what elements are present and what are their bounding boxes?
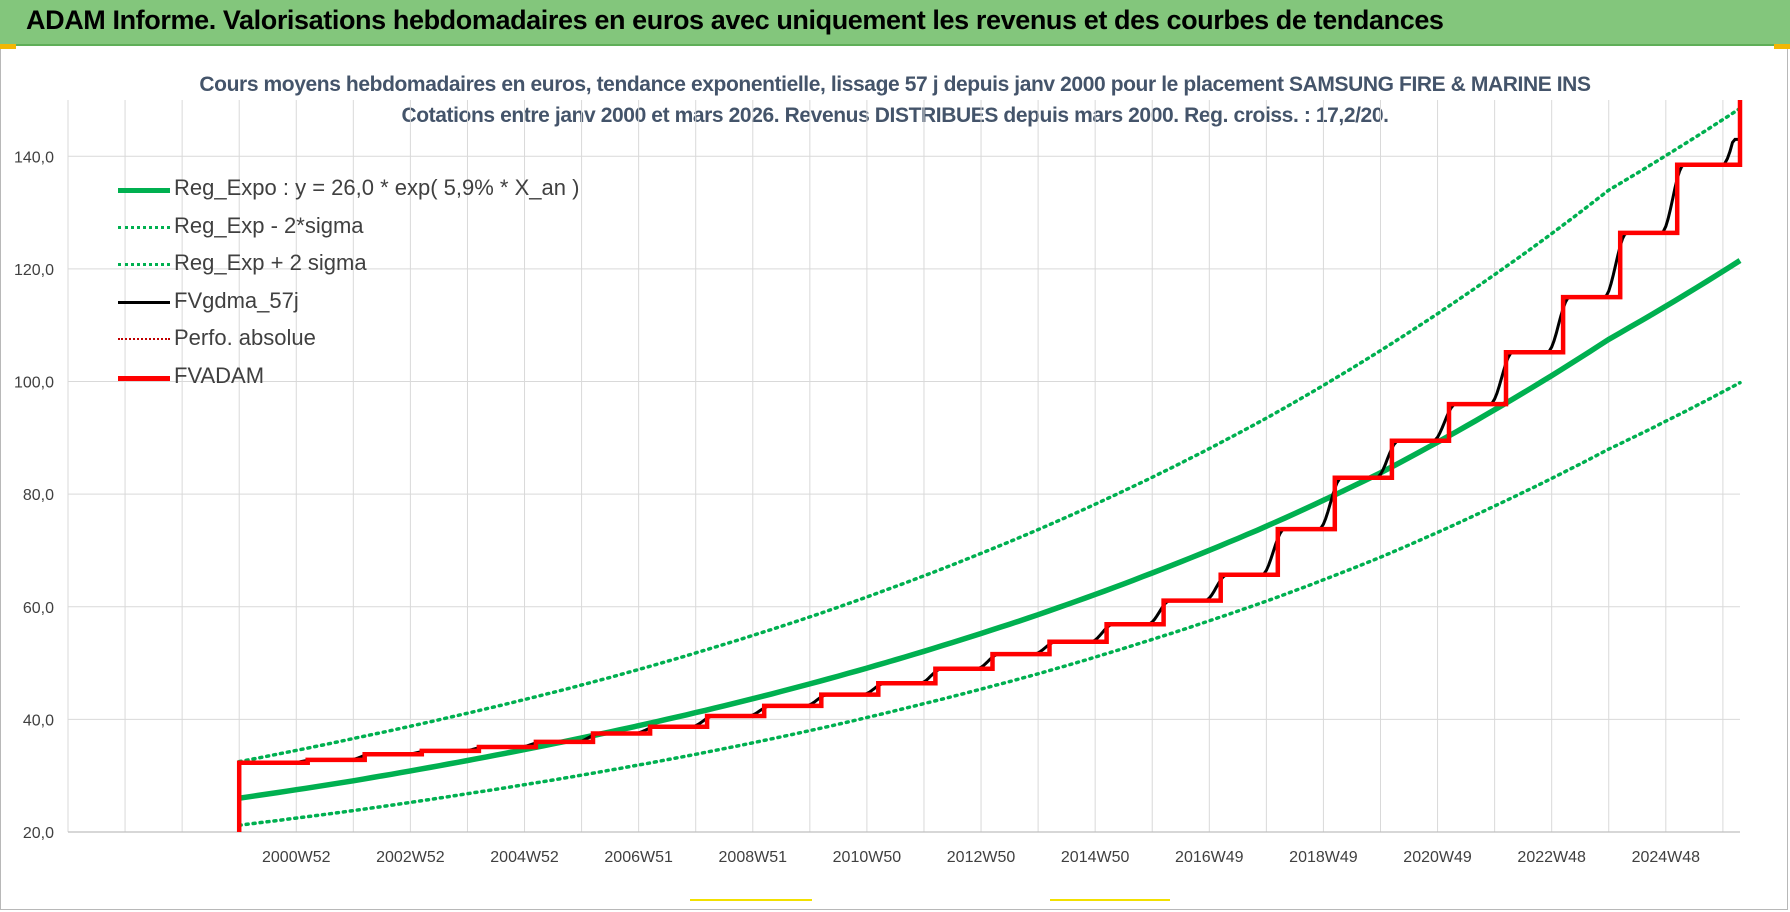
corner-accent-right <box>1774 44 1790 49</box>
legend-item-reg-exp-plus: Reg_Exp + 2 sigma <box>118 247 578 285</box>
x-tick-label: 2000W52 <box>262 849 331 866</box>
report-banner: ADAM Informe. Valorisations hebdomadaire… <box>0 0 1790 46</box>
series-reg-expo <box>238 258 1742 801</box>
legend-item-fvadam: FVADAM <box>118 360 578 398</box>
y-tick-label: 120,0 <box>14 262 54 279</box>
y-tick-label: 60,0 <box>23 600 54 617</box>
corner-accent-left <box>0 44 16 49</box>
x-tick-label: 2012W50 <box>947 849 1016 866</box>
x-tick-label: 2008W51 <box>719 849 788 866</box>
chart-title-line1: Cours moyens hebdomadaires en euros, ten… <box>199 73 1591 96</box>
tick-labels: 20,0 40,0 60,0 80,0 100,0 120,0 140,0 2000W52 20… <box>14 149 1700 866</box>
y-tick-label: 20,0 <box>23 825 54 842</box>
y-tick-label: 100,0 <box>14 375 54 392</box>
legend-swatch-solid-red <box>118 375 170 381</box>
x-tick-label: 2024W48 <box>1632 849 1701 866</box>
x-tick-label: 2018W49 <box>1289 849 1358 866</box>
x-tick-label: 2004W52 <box>490 849 559 866</box>
y-tick-label: 40,0 <box>23 712 54 729</box>
x-tick-label: 2006W51 <box>604 849 673 866</box>
bottom-accent <box>690 899 812 901</box>
legend-label: Reg_Expo : y = 26,0 * exp( 5,9% * X_an ) <box>174 175 580 200</box>
legend-item-reg-exp-minus: Reg_Exp - 2*sigma <box>118 210 578 248</box>
chart-title-line2: Cotations entre janv 2000 et mars 2026. … <box>401 104 1389 127</box>
legend-label: FVgdma_57j <box>174 287 299 313</box>
legend-swatch-dotted-green <box>118 263 170 266</box>
legend-item-perfo: Perfo. absolue <box>118 322 578 360</box>
legend-swatch-dotted-green <box>118 225 170 229</box>
series-fvadam <box>236 100 1743 832</box>
x-tick-label: 2016W49 <box>1175 849 1244 866</box>
legend-item-fvgdma: FVgdma_57j <box>118 285 578 323</box>
y-tick-label: 80,0 <box>23 487 54 504</box>
report-title: ADAM Informe. Valorisations hebdomadaire… <box>26 5 1444 35</box>
x-tick-label: 2010W50 <box>833 849 902 866</box>
legend-swatch-solid-black <box>118 300 170 304</box>
chart-legend: Reg_Expo : y = 26,0 * exp( 5,9% * X_an )… <box>118 172 580 398</box>
legend-swatch-solid-green <box>118 188 170 193</box>
legend-label: Reg_Exp - 2*sigma <box>174 212 364 238</box>
x-tick-label: 2014W50 <box>1061 849 1130 866</box>
series-reg-exp-minus-2sigma <box>237 380 1742 827</box>
legend-label: Reg_Exp + 2 sigma <box>174 250 367 275</box>
legend-item-reg-expo: Reg_Expo : y = 26,0 * exp( 5,9% * X_an ) <box>118 172 580 210</box>
x-tick-label: 2020W49 <box>1403 849 1472 866</box>
y-tick-label: 140,0 <box>14 149 54 166</box>
legend-label: Perfo. absolue <box>174 325 316 350</box>
legend-swatch-dotted-red <box>118 338 170 340</box>
legend-label: FVADAM <box>174 362 265 388</box>
x-tick-label: 2002W52 <box>376 849 445 866</box>
series-lines <box>236 100 1743 832</box>
bottom-accent <box>1050 899 1170 901</box>
x-tick-label: 2022W48 <box>1517 849 1586 866</box>
series-reg-exp-plus-2sigma <box>237 106 1742 764</box>
